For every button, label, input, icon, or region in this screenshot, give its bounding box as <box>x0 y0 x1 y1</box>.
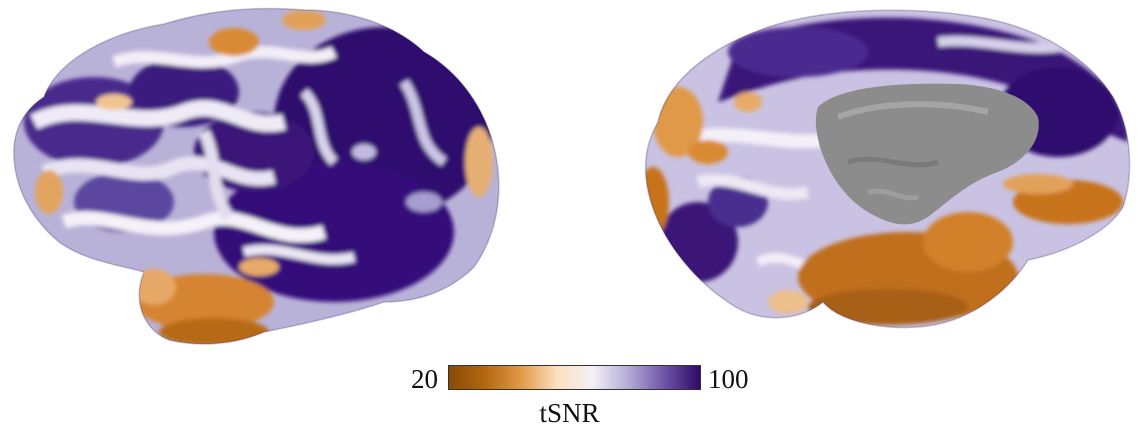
colorbar-gradient <box>448 365 701 390</box>
colorbar-max-label: 100 <box>708 364 749 394</box>
colorbar: 20 100 tSNR <box>0 360 1139 430</box>
colorbar-title: tSNR <box>539 398 600 428</box>
colorbar-min-label: 20 <box>411 364 438 394</box>
medial-hemisphere-view <box>644 9 1131 329</box>
lateral-hemisphere-view <box>13 7 500 345</box>
